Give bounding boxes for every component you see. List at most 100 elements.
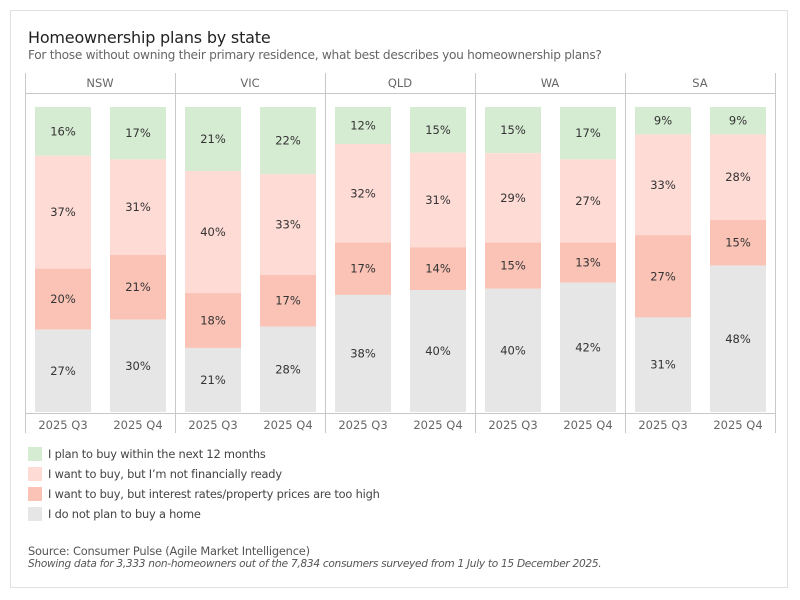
data-label: 32% (350, 186, 376, 200)
stacked-bar-chart: NSW 16% 37% 20% 27% 2025 Q3 17% 31% 21% 30% 2025 Q… (25, 73, 776, 433)
data-label: 17% (125, 126, 151, 140)
data-label: 18% (200, 314, 226, 328)
bar-segment-wa-2025-q3-s1 (485, 153, 541, 243)
data-label: 28% (725, 170, 751, 184)
data-label: 30% (125, 359, 151, 373)
data-label: 27% (650, 269, 676, 283)
bar-segment-qld-2025-q4-s0 (410, 107, 466, 153)
x-tick-label: 2025 Q4 (113, 418, 162, 432)
data-label: 9% (654, 114, 672, 128)
bar-segment-sa-2025-q4-s2 (710, 219, 766, 266)
panel-header-nsw: NSW (86, 76, 113, 90)
bar-segment-wa-2025-q4-s3 (560, 282, 616, 412)
legend-swatch (28, 467, 42, 481)
data-label: 40% (500, 343, 526, 357)
x-tick-label: 2025 Q4 (563, 418, 612, 432)
bar-segment-sa-2025-q4-s1 (710, 134, 766, 220)
bar-segment-qld-2025-q3-s3 (335, 294, 391, 412)
data-label: 38% (350, 346, 376, 360)
data-label: 33% (275, 217, 301, 231)
bar-segment-nsw-2025-q3-s3 (35, 329, 91, 412)
data-label: 13% (575, 256, 601, 270)
bar-segment-wa-2025-q3-s2 (485, 242, 541, 289)
data-label: 17% (575, 126, 601, 140)
panel-header-qld: QLD (388, 76, 412, 90)
bar-segment-vic-2025-q3-s2 (185, 293, 241, 348)
bar-segment-wa-2025-q4-s0 (560, 107, 616, 160)
data-label: 22% (275, 134, 301, 148)
data-label: 29% (500, 191, 526, 205)
bar-segment-qld-2025-q4-s2 (410, 247, 466, 290)
data-label: 40% (425, 344, 451, 358)
survey-note: Showing data for 3,333 non-homeowners ou… (28, 558, 602, 570)
bar-segment-qld-2025-q4-s1 (410, 152, 466, 248)
bar-segment-nsw-2025-q3-s2 (35, 268, 91, 330)
bar-segment-sa-2025-q3-s1 (635, 134, 691, 236)
bar-segment-vic-2025-q4-s1 (260, 174, 316, 275)
data-label: 31% (425, 193, 451, 207)
bar-segment-qld-2025-q3-s1 (335, 143, 391, 243)
bar-segment-wa-2025-q3-s3 (485, 288, 541, 412)
x-tick-label: 2025 Q4 (263, 418, 312, 432)
bar-segment-wa-2025-q4-s1 (560, 159, 616, 243)
bar-segment-vic-2025-q4-s2 (260, 274, 316, 327)
bar-segment-qld-2025-q4-s3 (410, 290, 466, 412)
data-label: 31% (125, 200, 151, 214)
bar-segment-vic-2025-q3-s3 (185, 347, 241, 412)
data-label: 48% (725, 332, 751, 346)
data-label: 31% (650, 358, 676, 372)
x-tick-label: 2025 Q3 (188, 418, 237, 432)
bar-segment-wa-2025-q4-s2 (560, 242, 616, 283)
x-tick-label: 2025 Q4 (713, 418, 762, 432)
bar-segment-nsw-2025-q3-s0 (35, 107, 91, 156)
data-label: 16% (50, 124, 76, 138)
bar-segment-vic-2025-q4-s3 (260, 326, 316, 412)
bar-segment-vic-2025-q3-s1 (185, 171, 241, 294)
legend-label: I want to buy, but I’m not financially r… (48, 467, 282, 481)
data-label: 9% (729, 114, 747, 128)
data-label: 17% (275, 294, 301, 308)
bar-segment-vic-2025-q4-s0 (260, 107, 316, 175)
panel-header-wa: WA (541, 76, 560, 90)
data-label: 27% (50, 364, 76, 378)
bar-segment-nsw-2025-q4-s2 (110, 254, 166, 320)
chart-subtitle: For those without owning their primary r… (28, 48, 602, 62)
source-text: Source: Consumer Pulse (Agile Market Int… (28, 544, 310, 558)
bar-segment-vic-2025-q3-s0 (185, 107, 241, 172)
data-label: 37% (50, 205, 76, 219)
bar-segment-nsw-2025-q3-s1 (35, 155, 91, 269)
data-label: 33% (650, 178, 676, 192)
data-label: 15% (425, 123, 451, 137)
data-label: 42% (575, 340, 601, 354)
bar-segment-sa-2025-q3-s0 (635, 107, 691, 135)
data-label: 21% (125, 280, 151, 294)
bar-segment-nsw-2025-q4-s3 (110, 319, 166, 412)
bar-segment-nsw-2025-q4-s0 (110, 107, 166, 160)
bar-segment-sa-2025-q4-s0 (710, 107, 766, 135)
data-label: 17% (350, 262, 376, 276)
bar-segment-sa-2025-q3-s2 (635, 235, 691, 318)
data-label: 21% (200, 373, 226, 387)
bar-segment-sa-2025-q4-s3 (710, 265, 766, 412)
data-label: 40% (200, 225, 226, 239)
data-label: 15% (725, 236, 751, 250)
bar-segment-qld-2025-q3-s2 (335, 242, 391, 295)
legend-label: I plan to buy within the next 12 months (48, 447, 266, 461)
data-label: 14% (425, 262, 451, 276)
data-label: 15% (500, 259, 526, 273)
x-tick-label: 2025 Q3 (338, 418, 387, 432)
bar-segment-wa-2025-q3-s0 (485, 107, 541, 154)
data-label: 28% (275, 362, 301, 376)
legend-swatch (28, 487, 42, 501)
x-tick-label: 2025 Q3 (38, 418, 87, 432)
panel-header-vic: VIC (240, 76, 259, 90)
data-label: 21% (200, 132, 226, 146)
x-tick-label: 2025 Q4 (413, 418, 462, 432)
data-label: 20% (50, 292, 76, 306)
x-tick-label: 2025 Q3 (488, 418, 537, 432)
legend-swatch (28, 507, 42, 521)
bar-segment-sa-2025-q3-s3 (635, 317, 691, 412)
data-label: 27% (575, 194, 601, 208)
bar-segment-qld-2025-q3-s0 (335, 107, 391, 144)
legend-label: I want to buy, but interest rates/proper… (48, 487, 380, 501)
